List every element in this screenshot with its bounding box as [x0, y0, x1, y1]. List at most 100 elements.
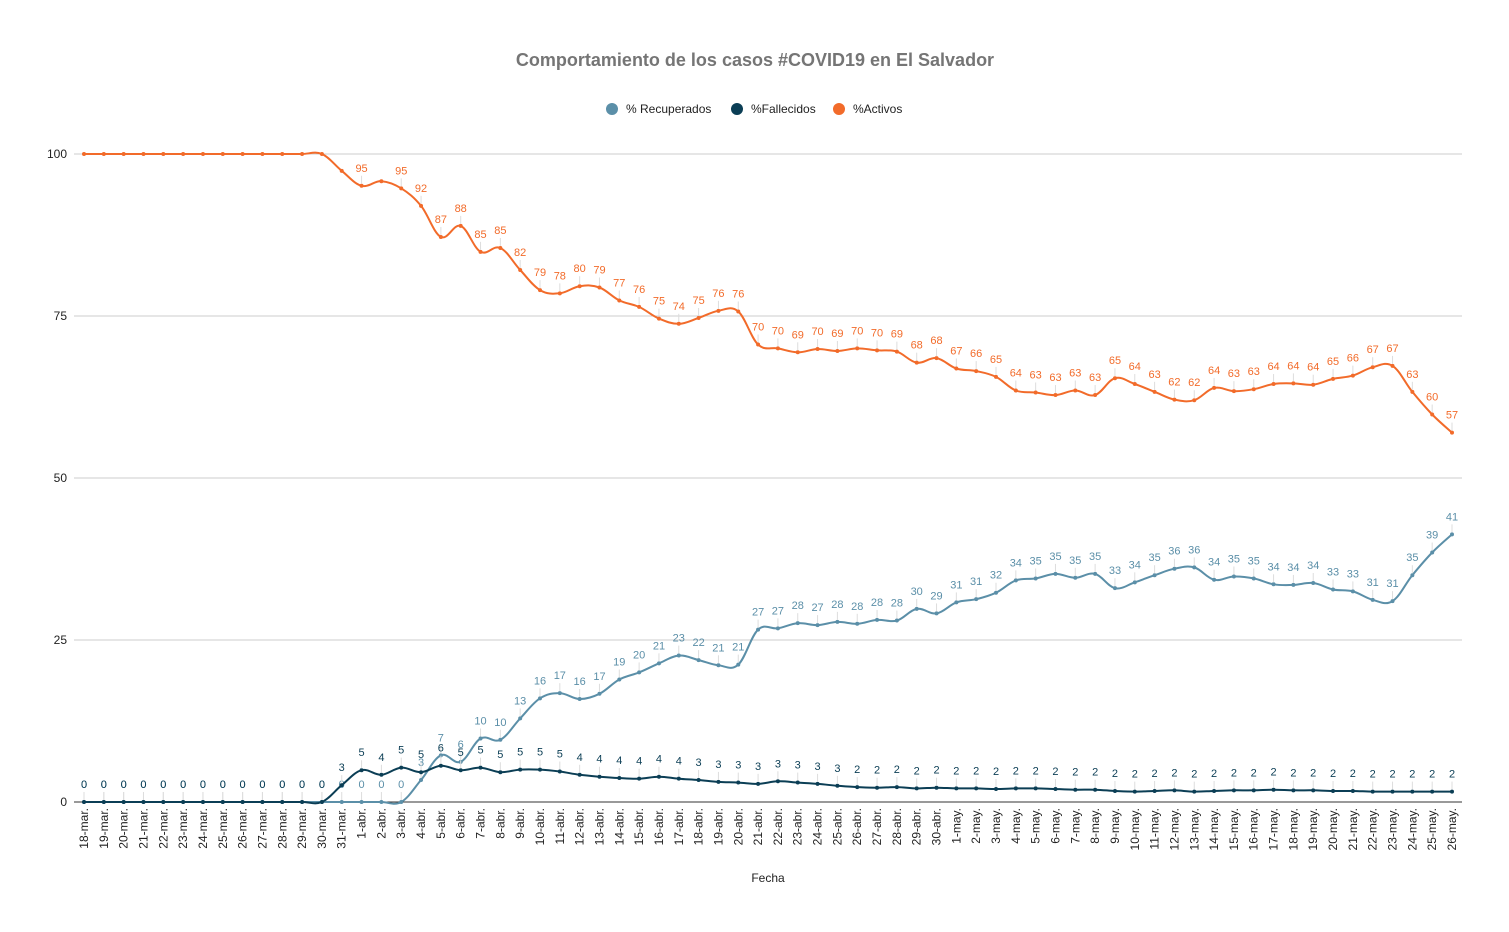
- data-label: 69: [831, 328, 843, 340]
- data-point: [458, 223, 463, 228]
- data-label: 0: [101, 779, 107, 791]
- data-point: [399, 186, 404, 191]
- data-label: 70: [772, 325, 784, 337]
- data-point: [1450, 430, 1454, 435]
- x-tick-label: 4-abr.: [414, 808, 428, 839]
- data-label: 85: [494, 225, 506, 237]
- data-point: [696, 315, 701, 320]
- data-point: [280, 800, 285, 804]
- data-point: [637, 776, 642, 781]
- data-point: [1073, 787, 1078, 792]
- x-tick-label: 12-may.: [1167, 808, 1181, 850]
- data-point: [1013, 786, 1018, 791]
- data-label: 68: [911, 340, 923, 352]
- data-label: 5: [418, 749, 424, 761]
- data-label: 2: [854, 764, 860, 776]
- chart-title: Comportamiento de los casos #COVID19 en …: [516, 50, 994, 70]
- data-point: [121, 152, 126, 156]
- x-tick-label: 1-may.: [949, 808, 963, 844]
- data-point: [994, 787, 998, 792]
- x-tick-label: 31-mar.: [335, 808, 349, 849]
- data-label: 28: [891, 598, 903, 610]
- data-label: 76: [732, 288, 744, 300]
- data-point: [1350, 373, 1355, 378]
- data-point: [974, 369, 979, 374]
- data-label: 31: [1386, 578, 1398, 590]
- data-label: 2: [993, 766, 999, 778]
- legend-swatch: [731, 103, 743, 115]
- data-point: [1430, 412, 1435, 417]
- series-line: [84, 764, 1452, 805]
- x-tick-label: 23-abr.: [791, 808, 805, 845]
- data-label: 2: [1211, 768, 1217, 780]
- data-label: 2: [1171, 767, 1177, 779]
- series-0: 0000000000000000037610101316171617192021…: [81, 511, 1458, 805]
- data-point: [1172, 397, 1177, 402]
- data-label: 3: [815, 761, 821, 773]
- data-point: [994, 374, 998, 379]
- data-label: 65: [1109, 355, 1121, 367]
- x-tick-label: 3-abr.: [394, 808, 408, 839]
- data-label: 64: [1307, 362, 1319, 374]
- data-point: [379, 800, 384, 804]
- data-label: 0: [319, 779, 325, 791]
- x-tick-label: 17-abr.: [672, 808, 686, 845]
- data-point: [1152, 788, 1157, 793]
- data-point: [815, 347, 820, 352]
- data-label: 35: [1148, 552, 1160, 564]
- x-tick-label: 13-may.: [1187, 808, 1201, 850]
- data-point: [577, 284, 582, 289]
- data-label: 4: [676, 756, 682, 768]
- data-point: [1212, 577, 1217, 582]
- data-point: [359, 183, 364, 188]
- x-tick-label: 25-abr.: [830, 808, 844, 845]
- data-label: 95: [395, 165, 407, 177]
- data-point: [1192, 565, 1197, 570]
- data-point: [438, 763, 443, 768]
- data-label: 33: [1327, 566, 1339, 578]
- data-label: 23: [673, 633, 685, 645]
- data-label: 70: [752, 322, 764, 334]
- data-label: 10: [494, 717, 506, 729]
- x-tick-label: 27-abr.: [870, 808, 884, 845]
- data-label: 16: [574, 676, 586, 688]
- data-label: 57: [1446, 410, 1458, 422]
- data-point: [1390, 363, 1395, 368]
- data-label: 2: [973, 765, 979, 777]
- x-tick-label: 30-abr.: [930, 808, 944, 845]
- x-tick-label: 22-may.: [1366, 808, 1380, 850]
- data-point: [1410, 789, 1415, 794]
- data-point: [914, 606, 919, 611]
- data-point: [1053, 787, 1058, 792]
- data-label: 76: [712, 288, 724, 300]
- data-label: 0: [319, 779, 325, 791]
- x-tick-label: 6-may.: [1048, 808, 1062, 844]
- data-point: [181, 800, 186, 804]
- data-point: [795, 350, 800, 355]
- data-label: 2: [1429, 769, 1435, 781]
- data-label: 3: [715, 759, 721, 771]
- x-tick-label: 16-abr.: [652, 808, 666, 845]
- data-point: [835, 783, 840, 788]
- x-tick-label: 20-may.: [1326, 808, 1340, 850]
- data-label: 5: [557, 749, 563, 761]
- data-label: 3: [735, 760, 741, 772]
- data-point: [617, 776, 622, 781]
- data-point: [1231, 389, 1236, 394]
- data-point: [1370, 789, 1375, 794]
- data-label: 13: [514, 695, 526, 707]
- data-label: 4: [596, 754, 602, 766]
- data-point: [438, 234, 443, 239]
- data-point: [557, 691, 562, 696]
- data-label: 36: [1168, 546, 1180, 558]
- data-point: [399, 800, 404, 804]
- data-label: 5: [537, 747, 543, 759]
- data-label: 75: [692, 295, 704, 307]
- legend: % Recuperados %Fallecidos %Activos: [606, 102, 902, 116]
- data-point: [1370, 597, 1375, 602]
- data-point: [1430, 789, 1435, 794]
- data-label: 34: [1307, 560, 1319, 572]
- data-point: [775, 626, 780, 631]
- data-point: [1430, 550, 1435, 555]
- data-label: 2: [1409, 769, 1415, 781]
